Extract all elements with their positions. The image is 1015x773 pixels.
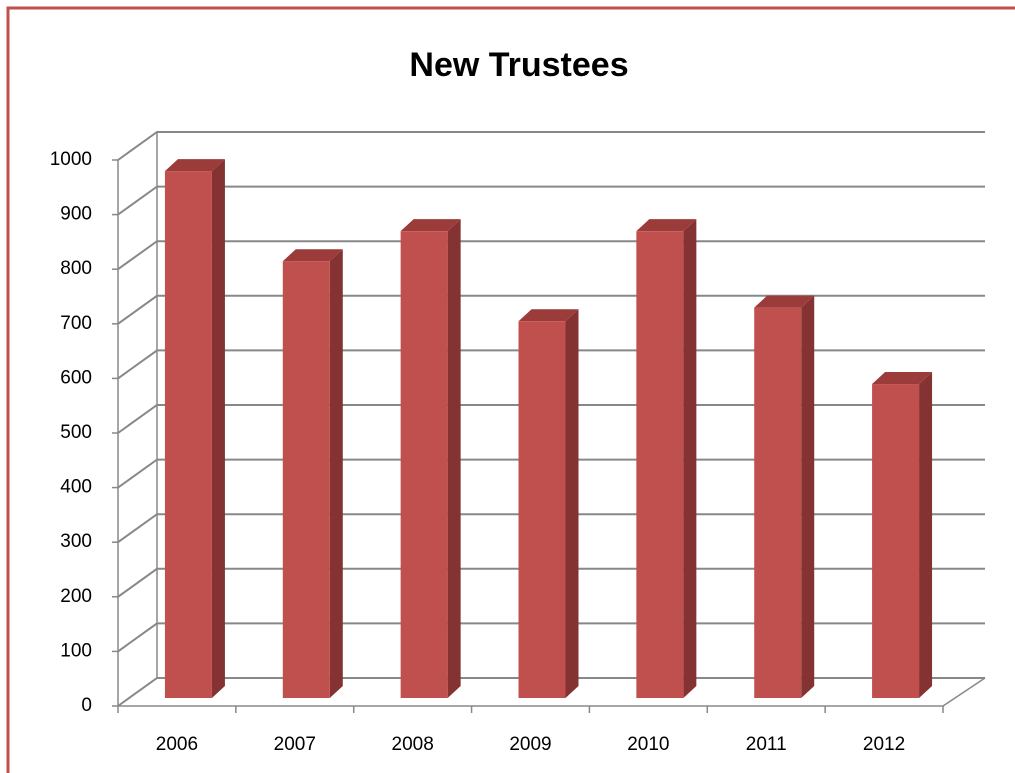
bar-top: [872, 372, 933, 385]
bar: [872, 384, 920, 698]
x-tick-label: 2012: [863, 734, 905, 755]
y-tick-label: 200: [60, 586, 92, 607]
bar-top: [400, 219, 461, 232]
y-tick-label: 300: [60, 531, 92, 552]
grid-line: [117, 567, 985, 598]
x-tick-label: 2010: [627, 734, 669, 755]
bar-side: [211, 159, 225, 699]
bar-side: [565, 309, 579, 698]
bar: [282, 261, 330, 698]
bar-top: [282, 249, 343, 262]
bar: [164, 171, 212, 699]
x-tick-label: 2007: [274, 734, 316, 755]
bar-side: [919, 372, 933, 698]
bar: [636, 231, 684, 699]
x-tick-label: 2006: [156, 734, 198, 755]
y-tick-label: 600: [60, 367, 92, 388]
grid-line: [117, 131, 985, 161]
grid-line: [117, 294, 985, 325]
x-tick-label: 2011: [746, 734, 787, 755]
y-tick-label: 0: [81, 695, 92, 716]
frame: [6, 6, 1015, 773]
y-tick-label: 500: [60, 422, 92, 443]
bar: [754, 307, 802, 698]
bar-side: [447, 219, 461, 699]
grid-line: [117, 622, 985, 653]
bar-side: [683, 219, 697, 699]
y-tick-label: 100: [60, 640, 92, 661]
y-tick-label: 700: [60, 313, 92, 334]
grid-line: [117, 185, 985, 216]
grid-line: [117, 677, 985, 707]
y-tick-label: 900: [60, 204, 92, 225]
bar-top: [518, 309, 579, 322]
y-tick-label: 1000: [50, 149, 92, 170]
grid-line: [117, 404, 985, 434]
bar: [518, 321, 566, 698]
bar-top: [636, 219, 697, 232]
bar-top: [164, 159, 225, 172]
y-tick-label: 800: [60, 258, 92, 279]
y-tick-label: 400: [60, 477, 92, 498]
chart-title: New Trustees: [409, 46, 628, 84]
bar-side: [329, 249, 343, 698]
grid-line: [117, 458, 985, 489]
grid-line: [117, 513, 985, 544]
bar-top: [754, 295, 815, 308]
bar-side: [801, 295, 815, 698]
x-tick-label: 2008: [392, 734, 434, 755]
x-tick-label: 2009: [509, 734, 551, 755]
bar: [400, 231, 448, 699]
grid-line: [117, 240, 985, 271]
grid-line: [117, 349, 985, 380]
